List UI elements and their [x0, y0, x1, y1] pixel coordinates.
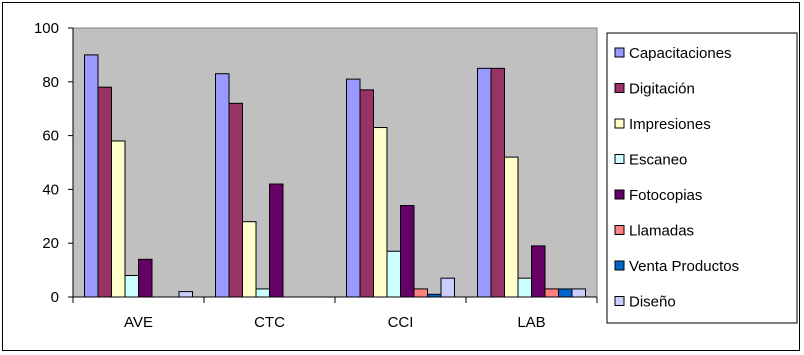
- y-tick-label: 80: [42, 74, 59, 91]
- bar: [373, 127, 388, 298]
- legend-swatch: [614, 225, 625, 235]
- bar: [504, 156, 519, 298]
- x-tick-label: CCI: [388, 314, 414, 331]
- legend-swatch: [614, 83, 625, 93]
- bar: [84, 54, 99, 298]
- legend-label: Venta Productos: [629, 258, 739, 275]
- legend-label: Capacitaciones: [629, 45, 732, 62]
- legend-swatch: [614, 47, 625, 58]
- bar: [124, 274, 139, 298]
- legend-swatch: [614, 189, 625, 200]
- bar: [517, 277, 532, 298]
- bar: [386, 250, 401, 298]
- legend-swatch: [614, 260, 625, 271]
- y-tick-label: 20: [42, 235, 59, 252]
- legend-label: Escaneo: [629, 152, 687, 169]
- x-tick-label: LAB: [517, 314, 545, 331]
- bar: [427, 293, 442, 298]
- y-tick-label: 0: [51, 289, 59, 306]
- x-tick-label: CTC: [254, 314, 285, 331]
- bar: [255, 288, 270, 298]
- bar: [269, 183, 284, 298]
- legend-swatch: [614, 118, 625, 129]
- legend-box: [606, 32, 798, 324]
- bar: [558, 288, 573, 298]
- bar: [544, 288, 559, 298]
- legend-swatch: [614, 154, 625, 164]
- bar: [228, 102, 243, 298]
- bar: [215, 73, 230, 298]
- x-tick-label: AVE: [124, 314, 153, 331]
- legend-label: Llamadas: [629, 223, 694, 240]
- bar: [531, 245, 546, 298]
- legend-label: Diseño: [629, 294, 676, 311]
- legend-label: Fotocopias: [629, 187, 702, 204]
- bar: [440, 277, 455, 298]
- y-tick-label: 100: [34, 20, 59, 37]
- bar: [400, 205, 415, 298]
- legend-label: Digitación: [629, 81, 695, 98]
- plot-area: 0 20 40 60 80 100 AVE CTC CCI LAB: [34, 20, 598, 331]
- bar: [571, 288, 586, 298]
- legend: Capacitaciones Digitación Impresiones Escan…: [606, 32, 798, 324]
- bar: [359, 89, 374, 298]
- bar: [111, 140, 126, 298]
- bar: [97, 86, 112, 298]
- bar: [178, 291, 193, 298]
- y-tick-label: 40: [42, 181, 59, 198]
- y-tick-label: 60: [42, 128, 59, 145]
- legend-label: Impresiones: [629, 116, 711, 133]
- bar: [413, 288, 428, 298]
- bar: [346, 78, 361, 298]
- bar: [242, 221, 257, 298]
- legend-swatch: [614, 296, 625, 306]
- bar: [490, 67, 505, 298]
- bar: [138, 258, 153, 298]
- bar: [477, 67, 492, 298]
